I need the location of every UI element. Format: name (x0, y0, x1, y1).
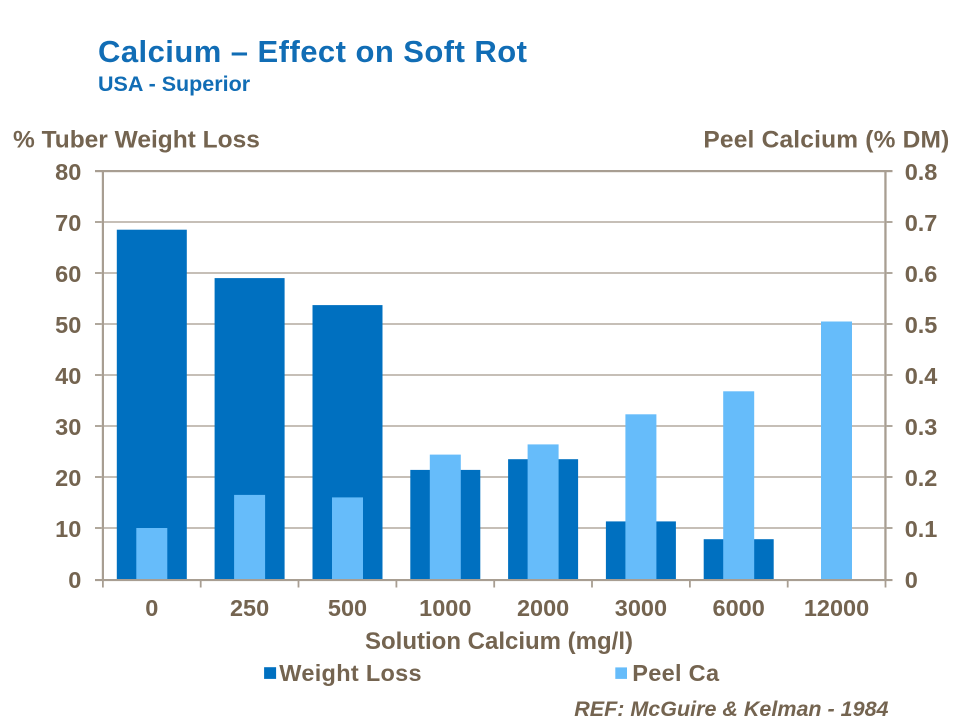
svg-text:Calcium – Effect on Soft Rot: Calcium – Effect on Soft Rot (98, 34, 527, 69)
svg-text:0: 0 (905, 567, 918, 593)
svg-text:0.3: 0.3 (905, 414, 938, 440)
svg-text:0.5: 0.5 (905, 312, 938, 338)
svg-text:% Tuber Weight Loss: % Tuber Weight Loss (13, 126, 260, 153)
svg-text:12000: 12000 (804, 595, 869, 621)
svg-text:0: 0 (145, 595, 158, 621)
svg-text:20: 20 (55, 465, 81, 491)
svg-text:0.2: 0.2 (905, 465, 938, 491)
svg-text:0.4: 0.4 (905, 363, 938, 389)
svg-text:80: 80 (55, 159, 81, 185)
svg-text:0.1: 0.1 (905, 516, 938, 542)
svg-text:6000: 6000 (713, 595, 765, 621)
svg-text:USA - Superior: USA - Superior (98, 72, 251, 96)
svg-text:0: 0 (68, 567, 81, 593)
svg-text:REF: McGuire & Kelman - 1984: REF: McGuire & Kelman - 1984 (574, 697, 888, 720)
svg-text:250: 250 (230, 595, 269, 621)
svg-text:0.7: 0.7 (905, 210, 938, 236)
svg-text:3000: 3000 (615, 595, 667, 621)
svg-text:30: 30 (55, 414, 81, 440)
svg-text:Peel Ca: Peel Ca (632, 660, 720, 686)
svg-text:50: 50 (55, 312, 81, 338)
svg-text:Solution Calcium (mg/l): Solution Calcium (mg/l) (365, 628, 633, 655)
svg-text:0.8: 0.8 (905, 159, 938, 185)
svg-text:2000: 2000 (517, 595, 569, 621)
svg-text:1000: 1000 (419, 595, 471, 621)
svg-text:0.6: 0.6 (905, 261, 938, 287)
svg-text:70: 70 (55, 210, 81, 236)
svg-text:Peel Calcium (% DM): Peel Calcium (% DM) (703, 126, 949, 153)
svg-text:500: 500 (328, 595, 367, 621)
svg-text:60: 60 (55, 261, 81, 287)
svg-text:Weight Loss: Weight Loss (279, 660, 422, 686)
svg-text:10: 10 (55, 516, 81, 542)
svg-text:40: 40 (55, 363, 81, 389)
